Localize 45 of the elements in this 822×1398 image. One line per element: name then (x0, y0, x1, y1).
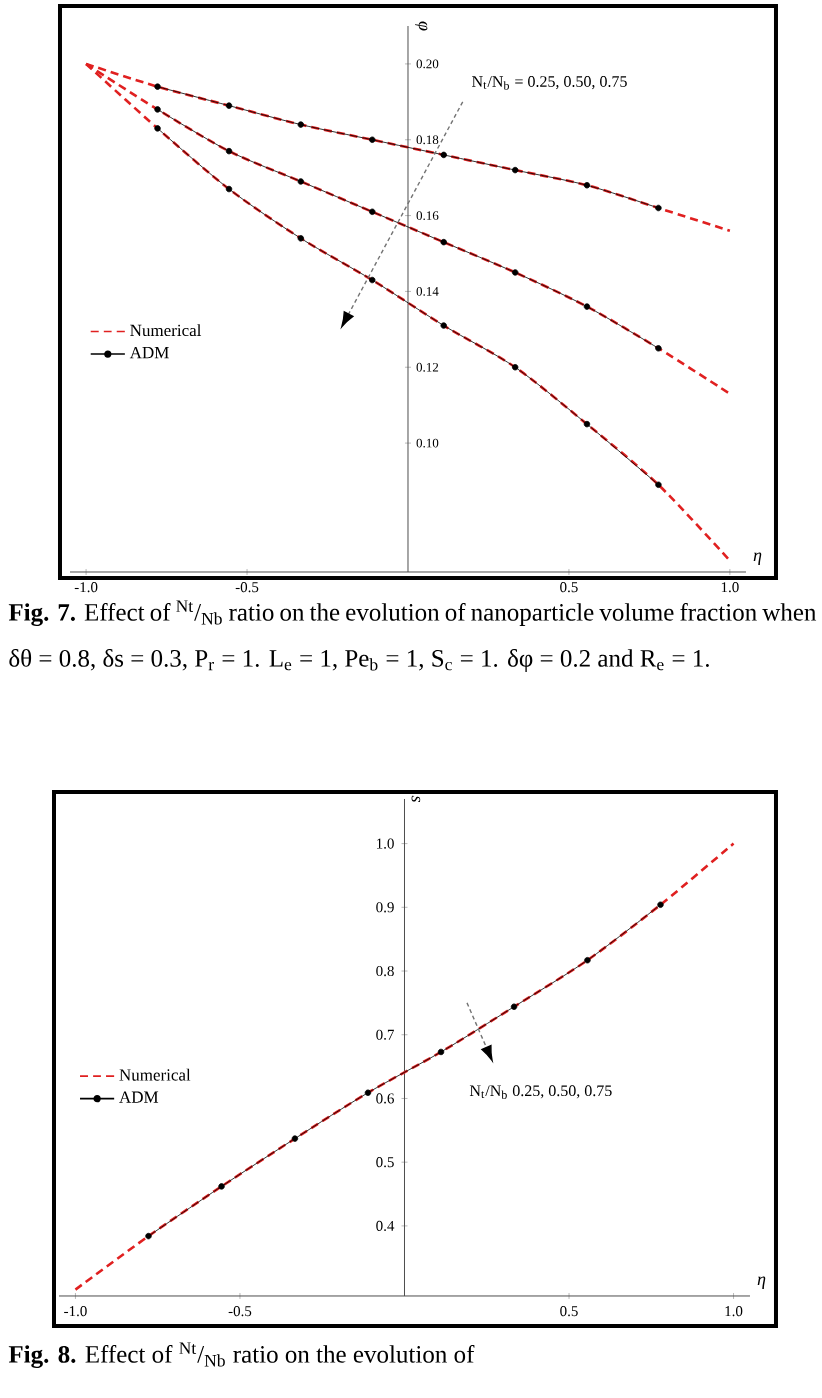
point (655, 481, 662, 488)
point (154, 106, 161, 113)
y-axis-title: φ (415, 21, 428, 31)
point (510, 1003, 518, 1010)
legend-label: Numerical (130, 324, 202, 337)
x-axis-title: η (753, 552, 762, 565)
text: Fig. 8. Effect of $^{Nt}$/$_{Nb}$ ratio on the evolution of (8, 1342, 475, 1369)
point (225, 102, 233, 109)
point (583, 182, 591, 189)
point (584, 957, 591, 964)
point (225, 147, 233, 155)
point (583, 420, 591, 428)
legend-label: Numerical (119, 1068, 191, 1081)
legend-label: ADM (129, 346, 169, 359)
annotation: N$_{t}$/N$_{b}$ = 0.25, 0.50, 0.75 (472, 76, 627, 90)
point (297, 235, 304, 242)
annotation: N$_{t}$/N$_{b}$ 0.25, 0.50, 0.75 (469, 1085, 612, 1099)
legend-label: ADM (119, 1091, 159, 1103)
point (225, 185, 233, 193)
text: Fig. 7. Effect of $^{Nt}$/$_{Nb}$ ratio on the evolution of nanoparticle volume fraction when δθ = 0.8, δs = 0.3, P$_{r}$ = 1. L$_{e}$ = 1, Pe$_{b}$ = 1, S$_{c}$ = 1. δφ = 0.2 and R$_{e}$ = 1. (8, 600, 817, 672)
point (583, 303, 591, 310)
x-axis-title: η (757, 1276, 766, 1289)
point (145, 1232, 152, 1240)
point (297, 121, 304, 128)
line-series (74, 842, 735, 1291)
point (369, 276, 376, 284)
point (440, 151, 447, 159)
point (657, 901, 664, 908)
point (154, 83, 161, 90)
point (369, 208, 376, 215)
point (655, 345, 662, 352)
point (369, 136, 376, 143)
point (655, 204, 662, 212)
point (511, 364, 519, 371)
y-axis-title: s (411, 795, 421, 802)
point (437, 1048, 445, 1056)
point (511, 269, 519, 276)
point (364, 1089, 372, 1096)
point (440, 238, 447, 246)
point (297, 178, 304, 185)
point (291, 1135, 299, 1142)
point (218, 1183, 225, 1190)
point (154, 125, 161, 132)
point (440, 322, 447, 329)
point (511, 166, 519, 174)
